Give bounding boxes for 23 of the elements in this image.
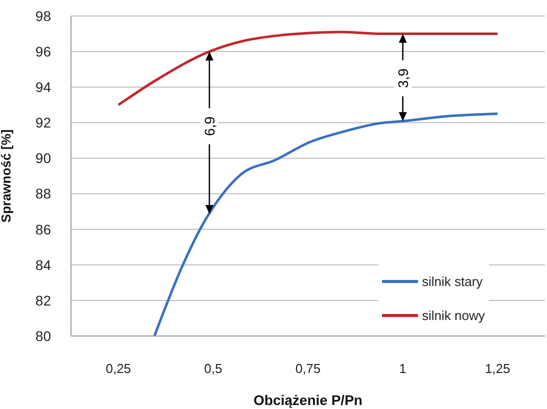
x-axis-title: Obciążenie P/Pn — [254, 392, 362, 408]
y-tick-label: 84 — [35, 256, 52, 273]
x-tick-label: 0,25 — [106, 361, 132, 376]
y-tick-label: 92 — [35, 114, 52, 131]
y-tick-label: 82 — [35, 292, 52, 308]
y-tick-label: 94 — [35, 79, 52, 96]
y-axis-title: Sprawność [%] — [0, 129, 14, 223]
y-tick-label: 86 — [35, 221, 52, 238]
y-tick-label: 88 — [35, 186, 52, 202]
legend-label: silnik stary — [421, 272, 484, 291]
line-series — [153, 112, 499, 336]
x-tick-label: 1 — [399, 361, 406, 376]
x-tick-label: 1,25 — [484, 361, 510, 376]
legend-label: silnik nowy — [421, 306, 485, 325]
line-series — [117, 30, 499, 106]
y-tick-label: 98 — [35, 8, 52, 24]
y-tick-label: 96 — [35, 44, 52, 60]
y-tick-label: 80 — [35, 328, 52, 344]
annotation: 6,9 — [201, 116, 218, 136]
annotation: 3,9 — [394, 68, 411, 88]
x-tick-label: 0,5 — [204, 361, 222, 376]
y-tick-label: 90 — [35, 150, 52, 166]
x-tick-label: 0,75 — [295, 361, 321, 376]
